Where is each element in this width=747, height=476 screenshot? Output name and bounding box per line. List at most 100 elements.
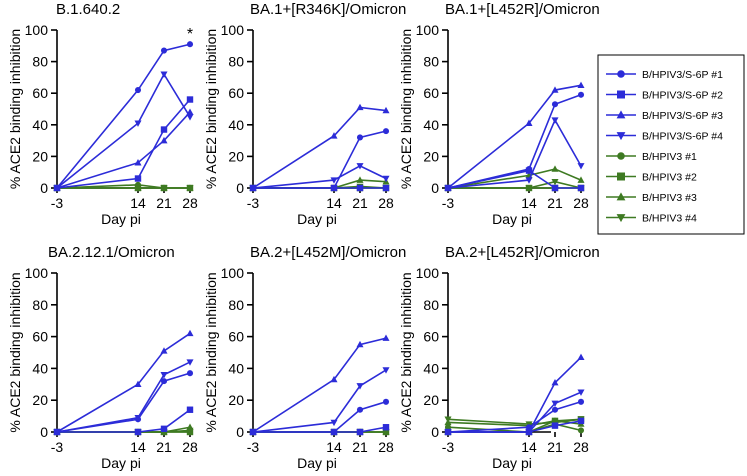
triangle-up-marker-icon: [616, 192, 626, 201]
series-b-hpiv3-s-6p-1: [53, 41, 194, 192]
y-tick-label: 60: [32, 329, 48, 345]
series-b-hpiv3-s-6p-4: [53, 359, 194, 436]
x-tick-label: 28: [573, 439, 589, 455]
legend-item: B/HPIV3 #1: [606, 151, 697, 163]
x-tick-label: 21: [156, 195, 172, 211]
data-point: [382, 424, 390, 431]
y-tick-label: 100: [25, 265, 49, 281]
data-point: [160, 372, 168, 379]
y-tick-label: 20: [228, 392, 244, 408]
data-point: [444, 416, 452, 423]
x-tick-label: 28: [378, 439, 394, 455]
y-axis-label: % ACE2 binding inhibition: [7, 29, 23, 189]
data-point: [444, 185, 452, 192]
x-tick-label: 21: [352, 439, 368, 455]
chart-title: BA.2+[L452R]/Omicron: [445, 244, 600, 261]
legend-item: B/HPIV3/S-6P #2: [606, 90, 723, 102]
y-tick-label: 60: [228, 85, 244, 101]
data-point: [249, 429, 257, 436]
series-line: [56, 372, 191, 433]
data-point: [577, 184, 585, 192]
y-tick-label: 40: [228, 360, 244, 376]
series-line: [56, 72, 191, 189]
y-tick-label: 40: [32, 360, 48, 376]
legend-label: B/HPIV3 #3: [642, 192, 697, 204]
y-axis-label: % ACE2 binding inhibition: [7, 272, 23, 432]
x-tick-label: 14: [521, 439, 537, 455]
x-tick-label: -3: [247, 439, 260, 455]
data-point: [134, 428, 142, 436]
data-point: [53, 429, 61, 436]
series-line: [56, 111, 191, 189]
legend-box: [597, 54, 745, 235]
data-point: [382, 367, 390, 374]
chart-title: BA.2.12.1/Omicron: [48, 244, 175, 261]
y-tick-label: 100: [221, 265, 245, 281]
series-line: [448, 391, 582, 433]
data-point: [382, 175, 390, 183]
data-point: [186, 96, 194, 103]
x-tick-label: 28: [573, 195, 589, 211]
legend-label: B/HPIV3 #4: [642, 213, 697, 225]
data-point: [551, 400, 559, 408]
data-point: [382, 398, 390, 405]
data-point: [330, 428, 338, 436]
legend-label: B/HPIV3 #1: [642, 151, 697, 163]
x-tick-label: -3: [51, 439, 64, 455]
series-line: [56, 361, 191, 433]
x-tick-label: 28: [378, 195, 394, 211]
data-point: [525, 185, 533, 192]
data-point: [330, 419, 338, 427]
data-point: [186, 370, 194, 377]
x-tick-label: 14: [130, 439, 146, 455]
data-point: [525, 177, 533, 184]
data-point: [160, 71, 168, 78]
x-axis-label: Day pi: [297, 211, 337, 227]
series-line: [252, 369, 387, 433]
y-tick-label: 0: [236, 424, 244, 440]
x-tick-label: 21: [547, 195, 563, 211]
data-point: [382, 184, 390, 192]
series-line: [447, 118, 582, 189]
x-tick-label: 14: [326, 439, 342, 455]
legend-label: B/HPIV3/S-6P #2: [642, 90, 723, 102]
legend-label: B/HPIV3/S-6P #4: [642, 131, 723, 143]
x-tick-label: 28: [182, 195, 198, 211]
y-tick-label: 80: [228, 54, 244, 70]
series-b-hpiv3-s-6p-4: [444, 389, 585, 436]
y-axis-label: % ACE2 binding inhibition: [203, 272, 219, 432]
triangle-up-marker-icon: [616, 110, 626, 119]
data-point: [186, 41, 194, 48]
y-tick-label: 0: [431, 180, 439, 196]
data-point: [577, 353, 585, 360]
y-tick-label: 20: [423, 148, 439, 164]
data-point: [330, 375, 338, 383]
legend-item: B/HPIV3/S-6P #3: [606, 110, 723, 122]
data-point: [186, 185, 194, 192]
data-point: [382, 106, 390, 114]
legend-item: B/HPIV3 #4: [606, 213, 697, 225]
data-point: [577, 81, 585, 89]
data-point: [577, 163, 585, 170]
series-b-hpiv3-s-6p-4: [444, 117, 585, 192]
y-tick-label: 40: [32, 117, 48, 133]
series-line: [253, 426, 387, 433]
chart-panel-1: B.1.640.2 0 20 40 60 80 100% ACE2 binding inhi…: [7, 1, 198, 227]
y-tick-label: 20: [423, 392, 439, 408]
legend-label: B/HPIV3/S-6P #3: [642, 110, 723, 122]
x-tick-label: -3: [442, 439, 455, 455]
data-point: [525, 429, 533, 436]
y-tick-label: 60: [423, 329, 439, 345]
chart-panel-2: BA.1+[R346K]/Omicron 0 20 40 60 80 100% ACE2 b…: [203, 1, 406, 227]
series-line: [252, 337, 387, 433]
series-b-hpiv3-s-6p-4: [53, 71, 194, 192]
y-tick-label: 20: [228, 148, 244, 164]
series-b-hpiv3-s-6p-1: [53, 370, 194, 436]
y-tick-label: 100: [416, 22, 440, 38]
data-point: [551, 101, 559, 108]
data-point: [577, 91, 585, 98]
series-line: [252, 106, 387, 189]
y-tick-label: 80: [32, 54, 48, 70]
data-point: [160, 425, 168, 433]
series-line: [447, 418, 582, 425]
